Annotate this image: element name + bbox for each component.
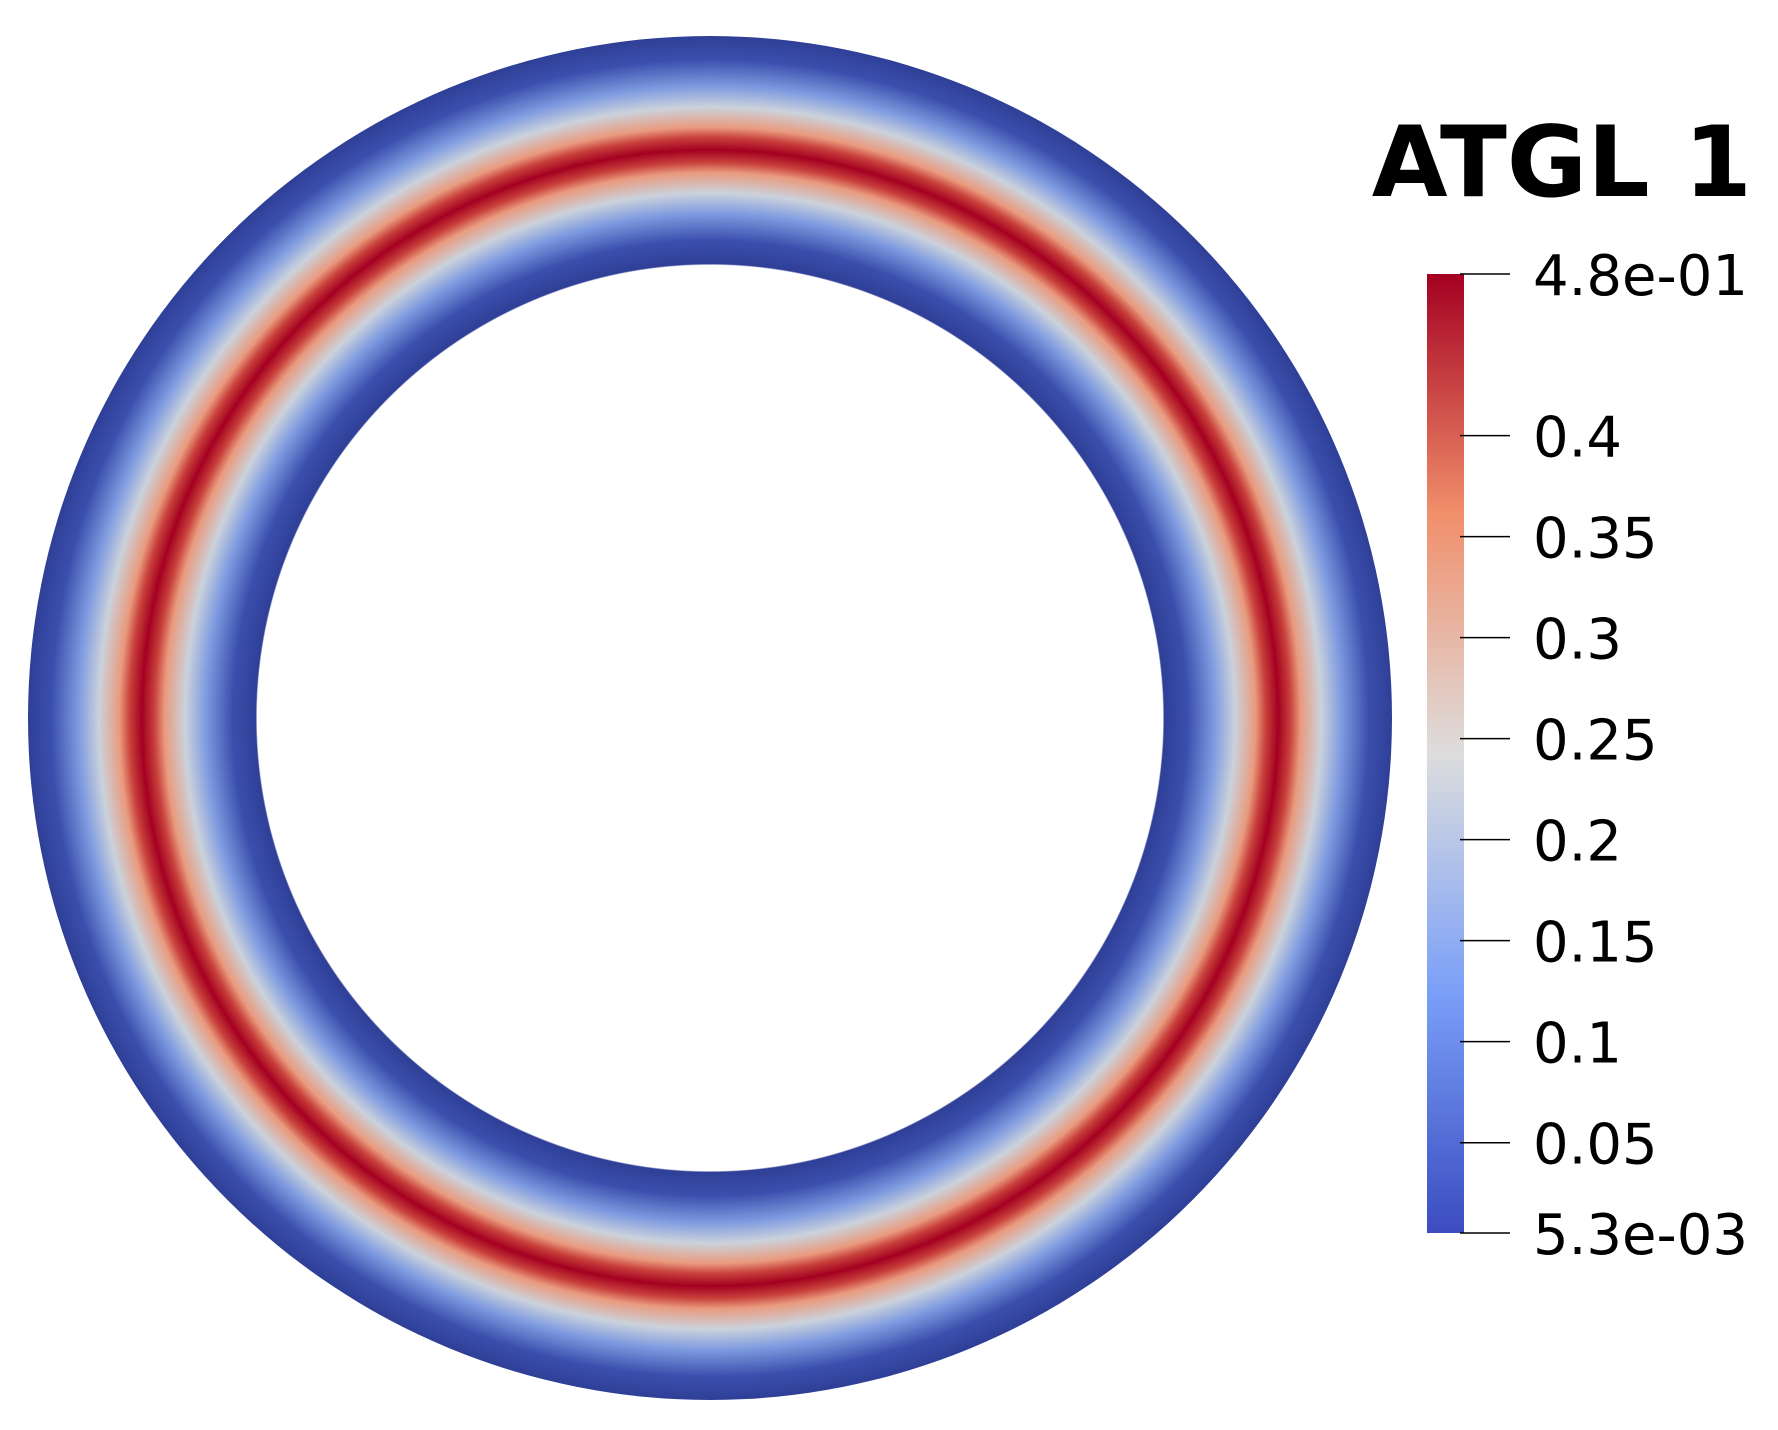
colorbar-tick-label: 0.25 xyxy=(1533,709,1658,774)
colorbar-tick-label: 0.4 xyxy=(1533,406,1622,471)
colorbar-min-label: 5.3e-03 xyxy=(1533,1203,1748,1268)
colorbar-tick-label: 0.2 xyxy=(1533,810,1622,875)
annulus-field xyxy=(28,36,1392,1400)
colorbar-tick-label: 0.3 xyxy=(1533,608,1622,673)
colorbar-tick-label: 0.05 xyxy=(1533,1113,1658,1178)
colorbar-tick-label: 0.35 xyxy=(1533,507,1658,572)
colorbar xyxy=(1427,274,1464,1233)
colorbar-max-label: 4.8e-01 xyxy=(1533,244,1748,309)
colorbar-tick-label: 0.1 xyxy=(1533,1012,1622,1077)
legend-title: ATGL 1 xyxy=(1372,106,1752,220)
colorbar-ticks: 0.4 0.35 0.3 0.25 0.2 0.15 0.1 0.05 xyxy=(1460,273,1658,1234)
colorbar-tick-label: 0.15 xyxy=(1533,911,1658,976)
color-legend: ATGL 1 0.4 0.35 0.3 0.25 0.2 0.15 0.1 0.05 4.8e… xyxy=(1372,106,1752,1268)
